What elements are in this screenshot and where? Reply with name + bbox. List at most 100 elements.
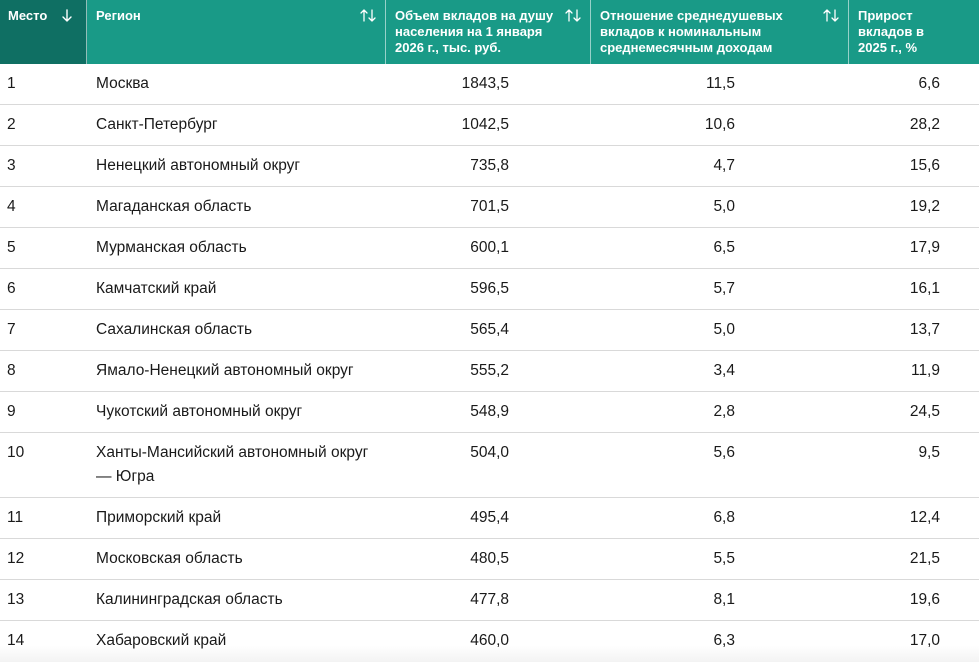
rank-cell: 11 [7, 509, 24, 526]
ratio-cell: 10,6 [704, 116, 735, 133]
deposits-cell: 460,0 [470, 632, 509, 649]
rank-cell: 2 [7, 116, 16, 133]
table-row: 12 Московская область 480,5 5,5 21,5 [0, 539, 979, 580]
deposits-cell: 565,4 [470, 321, 509, 338]
table-row: 1 Москва 1843,5 11,5 6,6 [0, 64, 979, 105]
region-cell: Мурманская область [96, 239, 247, 256]
column-header-rank[interactable]: Место [0, 0, 87, 64]
growth-cell: 16,1 [909, 280, 940, 297]
table-row: 3 Ненецкий автономный округ 735,8 4,7 15… [0, 146, 979, 187]
column-header-ratio[interactable]: Отношение среднедушевых вкладов к номина… [591, 0, 849, 64]
sort-updown-icon[interactable] [564, 7, 582, 25]
rank-cell: 1 [7, 75, 16, 92]
ratio-cell: 5,0 [713, 321, 735, 338]
table-row: 5 Мурманская область 600,1 6,5 17,9 [0, 228, 979, 269]
deposits-cell: 477,8 [470, 591, 509, 608]
growth-cell: 21,5 [909, 550, 940, 567]
table-row: 6 Камчатский край 596,5 5,7 16,1 [0, 269, 979, 310]
column-header-label: Прирост вкладов в 2025 г., % [858, 8, 924, 55]
growth-cell: 12,4 [909, 509, 940, 526]
growth-cell: 17,9 [909, 239, 940, 256]
deposits-cell: 701,5 [470, 198, 509, 215]
region-cell: Сахалинская область [96, 321, 253, 338]
growth-cell: 24,5 [909, 403, 940, 420]
ratio-cell: 4,7 [713, 157, 735, 174]
region-cell: Ханты-Мансийский автономный округ — Югра [96, 444, 369, 485]
deposits-cell: 495,4 [470, 509, 509, 526]
rank-cell: 7 [7, 321, 16, 338]
table-row: 11 Приморский край 495,4 6,8 12,4 [0, 498, 979, 539]
growth-cell: 6,6 [918, 75, 940, 92]
region-cell: Московская область [96, 550, 243, 567]
region-cell: Ямало-Ненецкий автономный округ [96, 362, 354, 379]
rank-cell: 13 [7, 591, 25, 608]
table-row: 9 Чукотский автономный округ 548,9 2,8 2… [0, 392, 979, 433]
column-header-label: Место [8, 8, 48, 23]
table-row: 13 Калининградская область 477,8 8,1 19,… [0, 580, 979, 621]
deposits-cell: 555,2 [470, 362, 509, 379]
deposits-cell: 596,5 [470, 280, 509, 297]
ratio-cell: 8,1 [713, 591, 735, 608]
growth-cell: 15,6 [909, 157, 940, 174]
growth-cell: 19,6 [909, 591, 940, 608]
region-cell: Магаданская область [96, 198, 252, 215]
ratio-cell: 6,5 [713, 239, 735, 256]
region-cell: Приморский край [96, 509, 222, 526]
column-header-label: Объем вкладов на душу населения на 1 янв… [395, 8, 554, 55]
deposits-cell: 735,8 [470, 157, 509, 174]
region-cell: Ненецкий автономный округ [96, 157, 301, 174]
rank-cell: 12 [7, 550, 25, 567]
deposits-cell: 504,0 [470, 444, 509, 461]
ratio-cell: 5,0 [713, 198, 735, 215]
rank-cell: 8 [7, 362, 16, 379]
rank-cell: 4 [7, 198, 16, 215]
ratio-cell: 5,7 [713, 280, 735, 297]
region-cell: Хабаровский край [96, 632, 227, 649]
ratio-cell: 2,8 [713, 403, 735, 420]
rank-cell: 9 [7, 403, 16, 420]
table-row: 10 Ханты-Мансийский автономный округ — Ю… [0, 433, 979, 498]
table-row: 4 Магаданская область 701,5 5,0 19,2 [0, 187, 979, 228]
ratio-cell: 6,8 [713, 509, 735, 526]
table-header: Место Регион Объем вкладов на душу насел… [0, 0, 979, 64]
growth-cell: 11,9 [910, 362, 940, 379]
growth-cell: 13,7 [909, 321, 940, 338]
region-cell: Санкт-Петербург [96, 116, 218, 133]
rank-cell: 14 [7, 632, 25, 649]
sort-updown-icon[interactable] [822, 7, 840, 25]
region-cell: Чукотский автономный округ [96, 403, 303, 420]
deposits-cell: 1042,5 [461, 116, 509, 133]
rank-cell: 3 [7, 157, 16, 174]
rank-cell: 10 [7, 444, 25, 461]
table-row: 8 Ямало-Ненецкий автономный округ 555,2 … [0, 351, 979, 392]
rank-cell: 5 [7, 239, 16, 256]
ratio-cell: 3,4 [713, 362, 735, 379]
column-header-growth[interactable]: Прирост вкладов в 2025 г., % [849, 0, 979, 64]
deposits-cell: 1843,5 [461, 75, 509, 92]
growth-cell: 28,2 [909, 116, 940, 133]
table-row: 7 Сахалинская область 565,4 5,0 13,7 [0, 310, 979, 351]
table-body: 1 Москва 1843,5 11,5 6,6 2 Санкт-Петербу… [0, 64, 979, 662]
growth-cell: 19,2 [909, 198, 940, 215]
deposits-cell: 600,1 [470, 239, 509, 256]
ratio-cell: 6,3 [713, 632, 735, 649]
rank-cell: 6 [7, 280, 16, 297]
table-row: 2 Санкт-Петербург 1042,5 10,6 28,2 [0, 105, 979, 146]
column-header-region[interactable]: Регион [87, 0, 386, 64]
column-header-label: Отношение среднедушевых вкладов к номина… [600, 8, 783, 55]
deposits-cell: 548,9 [470, 403, 509, 420]
region-cell: Камчатский край [96, 280, 217, 297]
region-cell: Москва [96, 75, 149, 92]
deposits-cell: 480,5 [470, 550, 509, 567]
ratio-cell: 5,6 [713, 444, 735, 461]
ratio-cell: 11,5 [705, 75, 735, 92]
region-cell: Калининградская область [96, 591, 283, 608]
growth-cell: 17,0 [909, 632, 940, 649]
sort-updown-icon[interactable] [359, 7, 377, 25]
growth-cell: 9,5 [918, 444, 940, 461]
column-header-label: Регион [96, 8, 141, 23]
ratio-cell: 5,5 [713, 550, 735, 567]
arrow-down-icon[interactable] [58, 7, 76, 25]
column-header-deposits[interactable]: Объем вкладов на душу населения на 1 янв… [386, 0, 591, 64]
